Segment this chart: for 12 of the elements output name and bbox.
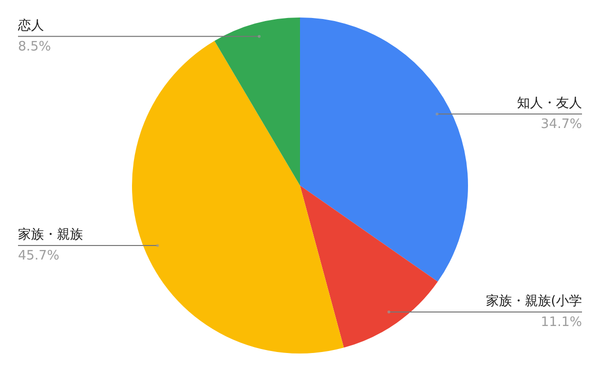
pie-slice <box>132 40 344 354</box>
pie-slice <box>300 18 468 282</box>
slice-label: 家族・親族 <box>18 226 83 243</box>
slice-label: 恋人 <box>17 17 44 34</box>
pie-slice <box>214 18 300 186</box>
slice-label: 家族・親族(小学 <box>486 292 582 309</box>
pie-slice <box>300 186 438 348</box>
data-label: 34.7% <box>540 117 582 132</box>
data-label: 11.1% <box>540 314 582 330</box>
slice-label: 知人・友人 <box>517 96 582 112</box>
data-label: 45.7% <box>18 248 60 264</box>
data-label: 8.5% <box>18 39 52 54</box>
